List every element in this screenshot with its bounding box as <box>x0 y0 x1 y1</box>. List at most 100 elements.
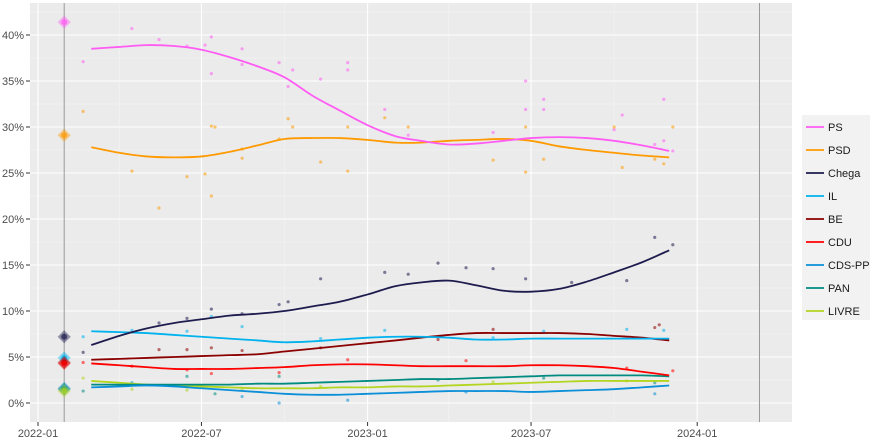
trend-line-livre <box>91 379 670 390</box>
poll-point-cds-pp <box>653 392 657 396</box>
poll-point-pan <box>277 374 281 378</box>
election-markers <box>57 15 71 398</box>
legend-item-psd: PSD <box>806 145 851 157</box>
poll-point-chega <box>81 350 85 354</box>
poll-point-psd <box>406 125 410 129</box>
x-tick-label: 2024-01 <box>677 428 717 440</box>
poll-point-ps <box>346 61 350 65</box>
poll-point-cds-pp <box>240 394 244 399</box>
poll-point-psd <box>319 160 323 164</box>
y-tick-label: 40% <box>2 30 24 42</box>
poll-point-ps <box>612 128 616 132</box>
poll-point-chega <box>277 302 281 307</box>
y-tick-label: 20% <box>2 214 24 226</box>
poll-point-cds-pp <box>346 398 350 402</box>
x-tick-label: 2023-07 <box>511 428 551 440</box>
legend-label: Chega <box>828 168 861 180</box>
poll-point-ps <box>286 84 290 89</box>
legend-label: LIVRE <box>828 306 860 318</box>
poll-point-psd <box>240 156 244 160</box>
poll-point-il <box>491 336 495 340</box>
trend-line-il <box>91 330 670 344</box>
x-axis: 2022-01 2022-07 2023-01 2023-07 2024-01 <box>18 422 717 440</box>
poll-point-chega <box>209 307 213 311</box>
poll-point-psd <box>612 125 616 129</box>
x-tick-label: 2022-01 <box>18 428 58 440</box>
poll-point-il <box>185 329 189 333</box>
legend-label: PAN <box>828 283 850 295</box>
legend-item-pan: PAN <box>806 283 850 295</box>
poll-point-ps <box>203 43 207 47</box>
poll-point-ps <box>240 62 244 67</box>
legend-item-be: BE <box>806 214 843 226</box>
poll-point-psd <box>653 157 657 161</box>
poll-point-ps <box>662 97 666 101</box>
poll-point-chega <box>319 277 323 281</box>
poll-point-chega <box>491 267 495 271</box>
poll-point-il <box>240 325 244 329</box>
y-tick-label: 15% <box>2 260 24 272</box>
poll-point-ps <box>662 139 666 143</box>
poll-point-psd <box>203 172 207 176</box>
legend-label: BE <box>828 214 843 226</box>
poll-point-psd <box>209 124 213 128</box>
poll-point-psd <box>81 109 85 113</box>
poll-point-psd <box>491 158 495 162</box>
poll-point-psd <box>291 125 295 129</box>
poll-point-cds-pp <box>277 401 281 405</box>
trend-line-be <box>91 332 670 361</box>
poll-point-pan <box>653 381 657 385</box>
poll-point-ps <box>291 68 295 72</box>
poll-point-psd <box>130 169 134 173</box>
election-result-marker-chega <box>57 330 71 344</box>
poll-point-pan <box>542 376 546 380</box>
poll-point-psd <box>209 194 213 198</box>
poll-point-chega <box>653 235 657 239</box>
poll-point-psd <box>524 170 528 174</box>
poll-point-psd <box>346 169 350 173</box>
poll-point-ps <box>209 35 213 39</box>
poll-point-il <box>542 329 546 333</box>
poll-point-pan <box>185 374 189 378</box>
poll-point-chega <box>383 270 387 274</box>
trend-line-ps <box>91 44 670 152</box>
y-tick-label: 10% <box>2 306 24 318</box>
poll-point-psd <box>213 125 217 129</box>
election-result-marker-cdu <box>57 356 71 371</box>
poll-point-cdu <box>464 359 468 363</box>
poll-point-ps <box>319 77 323 81</box>
poll-point-il <box>319 337 323 341</box>
poll-point-psd <box>157 206 161 210</box>
poll-point-ps <box>209 72 213 76</box>
legend: PS PSD Chega IL BE CDU CDS-PP PAN LIVRE <box>802 115 870 320</box>
poll-point-ps <box>346 68 350 72</box>
poll-point-ps <box>671 149 675 153</box>
poll-point-ps <box>524 79 528 83</box>
plot-panel <box>30 3 792 422</box>
poll-point-cdu <box>209 371 213 376</box>
election-result-dot <box>61 19 68 26</box>
poll-point-ps <box>383 107 387 112</box>
poll-point-il <box>383 328 387 332</box>
election-lines <box>63 3 760 422</box>
poll-points <box>81 26 675 405</box>
poll-point-be <box>653 325 657 330</box>
poll-point-chega <box>671 243 675 247</box>
poll-point-cdu <box>671 369 675 373</box>
trend-line-pan <box>91 374 670 386</box>
poll-point-chega <box>570 280 574 285</box>
poll-point-ps <box>81 60 85 64</box>
y-tick-label: 5% <box>8 352 24 364</box>
legend-item-cds-pp: CDS-PP <box>806 260 870 272</box>
poll-point-be <box>157 348 161 352</box>
legend-item-ps: PS <box>806 122 843 134</box>
trend-line-chega <box>90 249 670 346</box>
legend-item-chega: Chega <box>806 168 861 180</box>
legend-label: CDS-PP <box>828 260 870 272</box>
election-result-dot <box>61 360 68 367</box>
poll-point-ps <box>157 38 161 42</box>
poll-point-chega <box>625 279 629 283</box>
poll-point-psd <box>620 165 624 170</box>
poll-point-psd <box>662 162 666 166</box>
